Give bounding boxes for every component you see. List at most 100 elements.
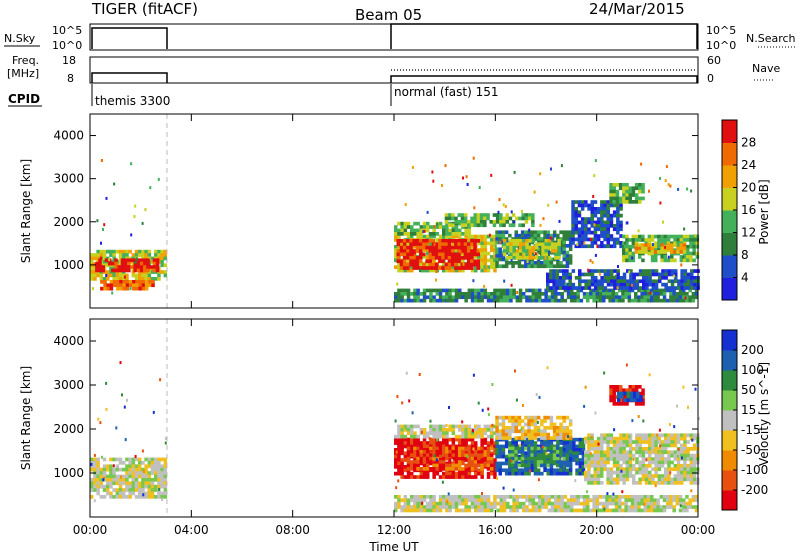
cell-9: [577, 234, 582, 238]
cell-13: [458, 288, 462, 293]
nsky-trace: [91, 23, 698, 49]
cell-6: [501, 419, 506, 423]
cell-7: [689, 467, 694, 472]
cell-1: [480, 451, 484, 456]
cell-7: [549, 261, 554, 265]
cell-11: [644, 243, 648, 247]
cell-14: [549, 276, 553, 280]
scatter-point: [92, 287, 94, 291]
cell-4: [476, 259, 480, 264]
cell-3: [480, 251, 484, 256]
cell-9: [593, 230, 598, 235]
cell-2: [467, 463, 471, 468]
cell-0: [90, 484, 94, 489]
cell-7: [587, 481, 591, 485]
cell-3: [461, 268, 465, 273]
x-tick-label: 20:00: [579, 523, 614, 537]
cell-7: [644, 477, 649, 482]
scatter-point: [659, 451, 662, 455]
cell-13: [656, 288, 660, 293]
cell-6: [495, 432, 499, 437]
scatter-point: [510, 459, 513, 463]
cell-10: [592, 501, 596, 506]
scatter-point: [105, 407, 108, 411]
cell-1: [123, 268, 128, 273]
cell-10: [486, 505, 491, 509]
cell-7: [680, 464, 684, 468]
cell-10: [464, 495, 468, 499]
cell-10: [499, 501, 504, 506]
cell-0: [154, 484, 158, 489]
cell-2: [135, 283, 139, 288]
cell-4: [473, 262, 477, 267]
cell-14: [638, 269, 643, 273]
cell-5: [422, 431, 427, 436]
cell-14: [574, 286, 579, 290]
cell-3: [394, 265, 398, 269]
cell-10: [410, 505, 414, 509]
cell-3: [483, 238, 488, 242]
scatter-point: [514, 369, 516, 373]
cell-0: [141, 273, 145, 278]
cell-13: [477, 292, 481, 296]
cell-6: [495, 216, 500, 221]
cell-9: [580, 234, 585, 238]
cell-10: [502, 508, 507, 513]
cell-0: [112, 478, 116, 482]
cell-4: [402, 245, 407, 250]
cell-14: [667, 286, 672, 290]
cell-13: [688, 298, 692, 303]
cell-6: [552, 422, 557, 427]
cell-5: [474, 431, 478, 436]
cell-10: [451, 498, 456, 503]
cell-3: [429, 268, 433, 273]
cell-0: [160, 467, 164, 472]
cell-7: [622, 470, 626, 475]
cell-8: [502, 242, 507, 247]
cell-2: [486, 446, 491, 451]
cell-14: [680, 286, 684, 290]
scatter-point: [668, 423, 671, 426]
cell-13: [474, 288, 478, 293]
cell-12: [612, 193, 616, 197]
cell-4: [441, 245, 445, 250]
cell-2: [477, 456, 481, 461]
scatter-point: [645, 458, 648, 462]
cell-0: [109, 474, 113, 479]
cell-2: [461, 450, 465, 454]
cell-13: [560, 295, 564, 300]
cell-9: [612, 227, 617, 232]
scatter-point: [108, 258, 111, 262]
cell-6: [527, 216, 532, 221]
scatter-point: [684, 506, 687, 509]
cell-0: [157, 273, 161, 278]
cell-2: [119, 283, 123, 288]
cell-7: [644, 464, 649, 468]
cell-7: [689, 474, 694, 478]
cell-7: [635, 450, 639, 455]
cell-10: [528, 508, 532, 513]
cell-6: [470, 220, 474, 224]
cell-10: [576, 508, 580, 513]
cell-13: [486, 292, 491, 296]
cell-13: [538, 288, 542, 293]
cell-7: [664, 470, 668, 475]
cell-7: [628, 450, 633, 455]
cell-1: [133, 265, 137, 269]
cell-13: [528, 295, 532, 300]
cell-1: [410, 448, 414, 452]
cell-5: [429, 431, 433, 436]
cell-8: [547, 245, 552, 250]
cell-10: [528, 501, 532, 506]
cell-13: [515, 295, 520, 300]
cell-7: [559, 250, 563, 255]
cell-0: [150, 464, 155, 469]
scatter-point: [564, 282, 567, 286]
cell-2: [148, 280, 152, 284]
cell-7: [680, 447, 684, 451]
cell-0: [96, 484, 100, 489]
cell-3: [520, 444, 525, 449]
cell-0: [118, 478, 123, 482]
cell-3: [397, 261, 401, 266]
